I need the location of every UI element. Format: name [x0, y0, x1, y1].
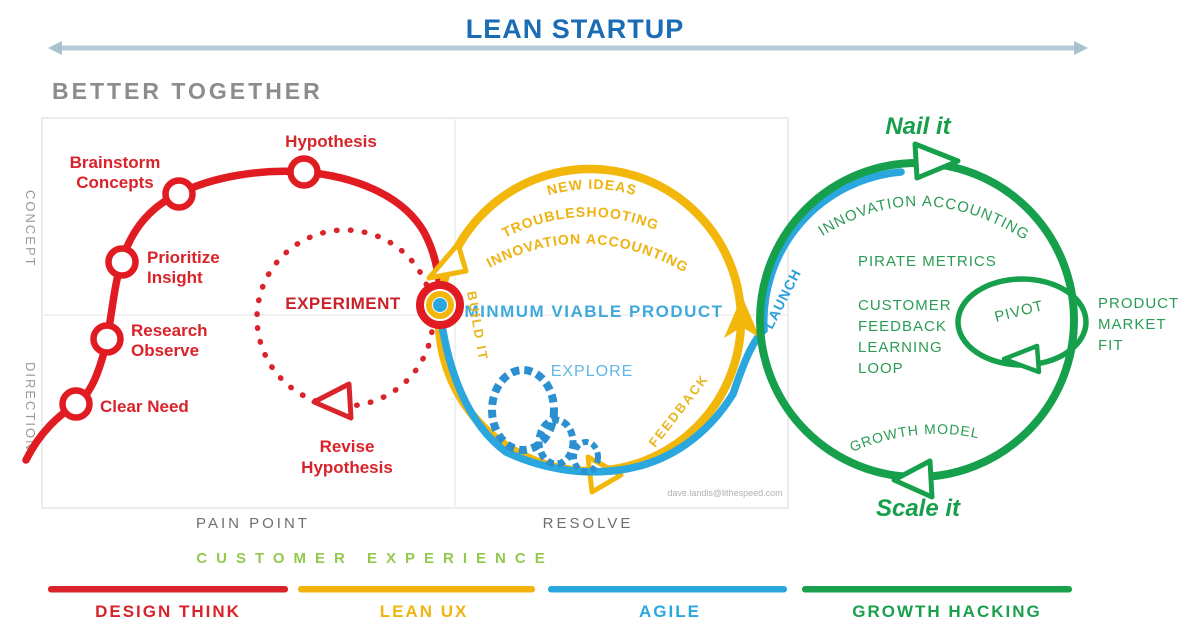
axis-label-concept: CONCEPT	[23, 190, 38, 268]
axis-label-customer-experience: CUSTOMER EXPERIENCE	[196, 550, 553, 567]
label-hypothesis: Hypothesis	[285, 132, 377, 151]
experiment-node-core	[433, 298, 447, 312]
label-experiment: EXPERIMENT	[285, 294, 401, 313]
agile-spiral-loop-1	[488, 366, 558, 454]
label-innovation-accounting-yellow: INNOVATION ACCOUNTING	[484, 231, 692, 276]
agile-path	[436, 168, 905, 476]
agile-spiral-loop-2	[535, 416, 577, 468]
legend-label-lean-ux: LEAN UX	[380, 602, 469, 621]
lean-ux-entry-arrow-icon	[426, 241, 469, 281]
page-subtitle: BETTER TOGETHER	[52, 78, 323, 104]
span-arrow-right-icon	[1074, 41, 1088, 55]
experiment-node	[416, 281, 464, 329]
design-thinking-labels: Clear Need Research Observe Prioritize I…	[70, 132, 401, 477]
experiment-dotted-loop	[254, 227, 436, 409]
label-pirate-metrics: PIRATE METRICS	[858, 253, 997, 270]
legend-line-design-think	[48, 586, 288, 593]
lean-ux-labels: NEW IDEAS TROUBLESHOOTING INNOVATION ACC…	[464, 176, 723, 450]
legend-line-agile	[548, 586, 787, 593]
legend-label-design-think: DESIGN THINK	[95, 602, 241, 621]
label-pivot: PIVOT	[993, 297, 1046, 326]
label-revise-hypothesis: Hypothesis	[301, 458, 393, 477]
label-prioritize: Prioritize	[147, 248, 220, 267]
label-brainstorm: Brainstorm	[70, 153, 161, 172]
agile-spiral-loop-3	[571, 439, 601, 475]
label-loop-feedback: FEEDBACK	[858, 318, 947, 335]
label-nail-it: Nail it	[885, 113, 951, 140]
revise-arrow-icon	[311, 381, 354, 421]
lean-startup-span	[48, 41, 1088, 55]
node-brainstorm	[162, 177, 196, 211]
label-pmf-market: MARKET	[1098, 316, 1167, 333]
axis-label-resolve: RESOLVE	[543, 515, 634, 532]
label-mvp: MINMUM VIABLE PRODUCT	[464, 302, 723, 321]
label-concepts: Concepts	[76, 173, 153, 192]
plot-frame	[41, 117, 789, 509]
legend: DESIGN THINK LEAN UX AGILE GROWTH HACKIN…	[48, 586, 1072, 621]
label-scale-it: Scale it	[876, 495, 961, 522]
lean-ux-up-arrow-icon	[724, 296, 760, 338]
label-explore: EXPLORE	[551, 363, 634, 380]
plot-border	[41, 117, 789, 509]
experiment-node-ring	[426, 291, 454, 319]
label-insight: Insight	[147, 268, 203, 287]
label-observe: Observe	[131, 341, 199, 360]
watermark: dave.landis@lithespeed.com	[667, 488, 782, 498]
label-revise: Revise	[320, 437, 375, 456]
span-arrow-left-icon	[48, 41, 62, 55]
node-research-observe	[90, 322, 124, 356]
label-loop-loop: LOOP	[858, 360, 904, 377]
design-thinking-curve	[22, 155, 444, 464]
label-innovation-accounting-green: INNOVATION ACCOUNTING	[815, 193, 1032, 244]
node-clear-need	[59, 387, 93, 421]
pivot-arrow-icon	[1001, 343, 1042, 375]
label-new-ideas: NEW IDEAS	[545, 176, 639, 198]
growth-hacking-circle	[756, 141, 1089, 500]
axis-label-pain-point: PAIN POINT	[196, 515, 310, 532]
axis-label-direction: DIRECTION	[23, 362, 38, 452]
legend-label-agile: AGILE	[639, 602, 701, 621]
label-research: Research	[131, 321, 208, 340]
label-build-it: BUILD IT	[464, 290, 491, 362]
legend-label-growth-hacking: GROWTH HACKING	[852, 602, 1041, 621]
node-hypothesis	[287, 155, 321, 189]
label-loop-learning: LEARNING	[858, 339, 943, 356]
nail-it-arrow-icon	[912, 141, 961, 181]
label-clear-need: Clear Need	[100, 397, 189, 416]
page-title: LEAN STARTUP	[466, 14, 685, 44]
label-pmf-product: PRODUCT	[1098, 295, 1179, 312]
label-growth-model: GROWTH MODEL	[847, 421, 981, 455]
label-pmf-fit: FIT	[1098, 337, 1124, 354]
node-prioritize-insight	[105, 245, 139, 279]
scale-it-arrow-icon	[891, 458, 935, 500]
agile-line	[436, 168, 905, 476]
legend-line-growth-hacking	[802, 586, 1072, 593]
legend-line-lean-ux	[298, 586, 535, 593]
label-loop-customer: CUSTOMER	[858, 297, 952, 314]
